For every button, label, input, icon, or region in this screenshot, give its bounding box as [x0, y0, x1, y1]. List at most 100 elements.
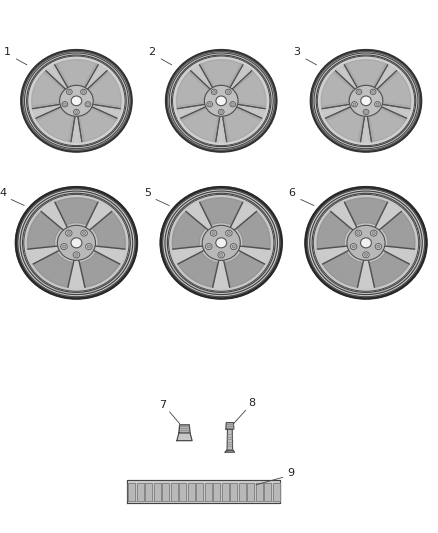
Polygon shape [377, 102, 410, 111]
Polygon shape [213, 483, 220, 500]
Ellipse shape [85, 244, 92, 249]
Ellipse shape [23, 193, 130, 293]
Ellipse shape [216, 238, 226, 248]
Ellipse shape [377, 245, 380, 248]
Ellipse shape [227, 91, 230, 93]
Polygon shape [331, 203, 360, 235]
Ellipse shape [352, 102, 357, 107]
Polygon shape [154, 483, 161, 500]
Ellipse shape [353, 103, 356, 106]
Polygon shape [345, 198, 388, 225]
Polygon shape [87, 102, 121, 111]
Ellipse shape [220, 111, 223, 114]
Ellipse shape [349, 85, 383, 116]
Polygon shape [81, 63, 100, 93]
Polygon shape [360, 111, 371, 142]
Polygon shape [179, 483, 186, 500]
Polygon shape [365, 111, 374, 142]
Ellipse shape [74, 109, 79, 115]
Ellipse shape [208, 103, 211, 106]
Ellipse shape [75, 253, 78, 256]
Ellipse shape [372, 91, 374, 93]
Polygon shape [227, 69, 254, 94]
Polygon shape [78, 108, 117, 142]
Polygon shape [368, 108, 406, 142]
Ellipse shape [171, 55, 271, 147]
Ellipse shape [311, 50, 421, 152]
Polygon shape [325, 103, 356, 120]
Polygon shape [32, 71, 64, 109]
Polygon shape [334, 69, 360, 94]
Polygon shape [372, 69, 398, 94]
Ellipse shape [357, 232, 360, 235]
Polygon shape [227, 203, 256, 235]
Ellipse shape [65, 230, 72, 236]
Text: 2: 2 [148, 47, 155, 58]
Ellipse shape [355, 230, 362, 236]
Ellipse shape [67, 232, 71, 235]
Ellipse shape [57, 225, 95, 260]
Ellipse shape [212, 232, 215, 235]
Ellipse shape [62, 245, 66, 248]
Ellipse shape [374, 102, 380, 107]
Ellipse shape [230, 102, 236, 107]
Polygon shape [87, 103, 118, 120]
Polygon shape [344, 60, 388, 87]
Ellipse shape [61, 244, 67, 249]
Polygon shape [55, 60, 98, 87]
Polygon shape [196, 483, 203, 500]
Polygon shape [321, 71, 354, 109]
Polygon shape [145, 483, 152, 500]
Ellipse shape [202, 225, 240, 260]
Ellipse shape [28, 56, 125, 146]
Polygon shape [82, 203, 112, 235]
Polygon shape [36, 108, 74, 142]
Ellipse shape [169, 195, 274, 291]
Ellipse shape [85, 102, 91, 107]
Polygon shape [180, 108, 219, 142]
Polygon shape [231, 103, 263, 120]
Polygon shape [179, 425, 190, 433]
Polygon shape [46, 65, 70, 93]
Polygon shape [225, 252, 265, 287]
Ellipse shape [67, 89, 72, 94]
Text: 6: 6 [289, 188, 296, 198]
Ellipse shape [216, 96, 226, 106]
Ellipse shape [316, 55, 416, 147]
Ellipse shape [363, 109, 369, 115]
Polygon shape [342, 63, 361, 93]
Polygon shape [68, 253, 85, 288]
Ellipse shape [20, 191, 133, 295]
Polygon shape [55, 198, 98, 225]
Polygon shape [371, 63, 390, 93]
Ellipse shape [24, 195, 129, 291]
Ellipse shape [205, 85, 238, 116]
Ellipse shape [350, 244, 357, 249]
Polygon shape [28, 245, 66, 264]
Text: 9: 9 [287, 467, 294, 478]
Ellipse shape [364, 111, 367, 114]
Polygon shape [171, 483, 177, 500]
Ellipse shape [360, 238, 371, 248]
Polygon shape [231, 245, 270, 264]
Ellipse shape [375, 244, 381, 249]
Ellipse shape [361, 96, 371, 106]
Polygon shape [177, 433, 192, 441]
Polygon shape [322, 103, 355, 118]
Polygon shape [225, 450, 235, 452]
Ellipse shape [363, 252, 369, 258]
Polygon shape [226, 423, 234, 429]
Ellipse shape [356, 89, 362, 94]
Polygon shape [226, 63, 245, 93]
Ellipse shape [226, 230, 232, 236]
Ellipse shape [230, 244, 237, 249]
Polygon shape [273, 483, 279, 500]
Polygon shape [41, 203, 71, 235]
Ellipse shape [82, 91, 85, 93]
Polygon shape [376, 103, 408, 120]
Ellipse shape [87, 245, 91, 248]
Polygon shape [230, 483, 237, 500]
Ellipse shape [167, 193, 275, 293]
Ellipse shape [62, 102, 68, 107]
Polygon shape [317, 212, 350, 249]
